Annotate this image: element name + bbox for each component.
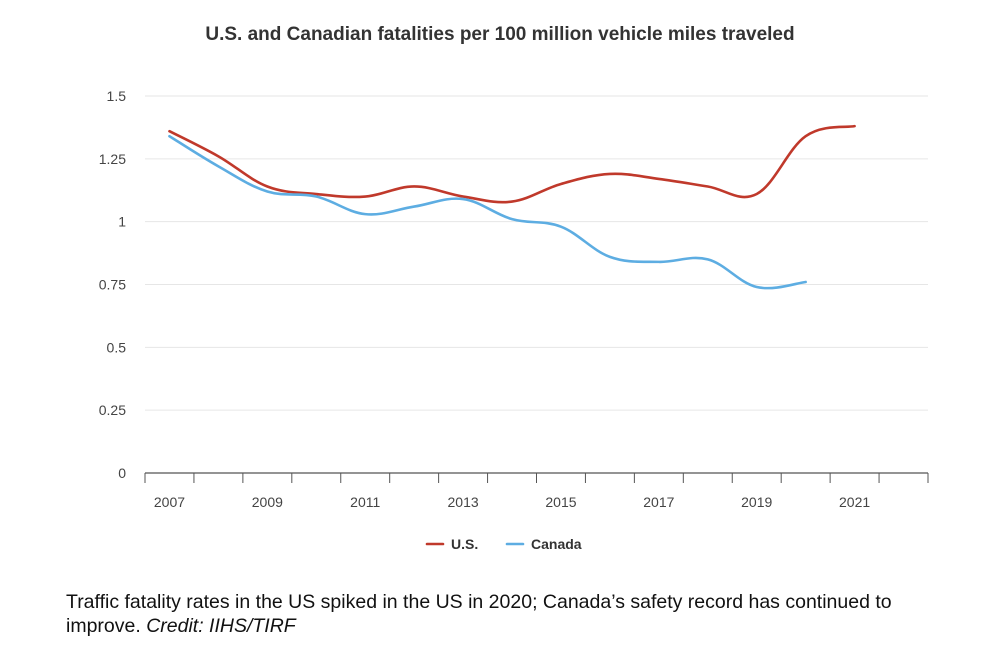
legend-label[interactable]: Canada: [531, 536, 582, 552]
x-tick-label: 2017: [643, 494, 674, 510]
x-tick-label: 2013: [448, 494, 479, 510]
chart-title: U.S. and Canadian fatalities per 100 mil…: [205, 24, 795, 45]
caption-text: Traffic fatality rates in the US spiked …: [66, 591, 892, 637]
legend-label[interactable]: U.S.: [451, 536, 478, 552]
y-tick-label: 0.25: [99, 402, 126, 418]
x-tick-label: 2021: [839, 494, 870, 510]
y-tick-label: 0.5: [107, 339, 127, 355]
axes: 0 0.25 0.5 0.75 1 1.25 1.5 2007 2009 2011 2013 2015…: [99, 88, 929, 510]
y-tick-label: 0.75: [99, 277, 126, 293]
line-chart: 0 0.25 0.5 0.75 1 1.25 1.5 2007 2009 2011 2013 2015…: [99, 88, 929, 552]
series-line-us: [168, 124, 856, 204]
x-tick-label: 2015: [545, 494, 576, 510]
x-tick-label: 2011: [350, 494, 380, 510]
y-tick-label: 1.25: [99, 151, 126, 167]
x-tick-label: 2007: [154, 494, 185, 510]
y-tick-label: 0: [118, 465, 126, 481]
series-line-canada: [168, 134, 807, 290]
x-tick-label: 2009: [252, 494, 283, 510]
y-tick-label: 1.5: [107, 88, 127, 104]
series-lines: [168, 124, 856, 290]
x-tick-label: 2019: [741, 494, 772, 510]
caption: Traffic fatality rates in the US spiked …: [66, 590, 946, 638]
y-tick-label: 1: [118, 214, 126, 230]
legend: U.S. Canada: [425, 536, 582, 552]
caption-credit: Credit: IIHS/TIRF: [146, 615, 296, 637]
grid-lines: [145, 95, 928, 411]
